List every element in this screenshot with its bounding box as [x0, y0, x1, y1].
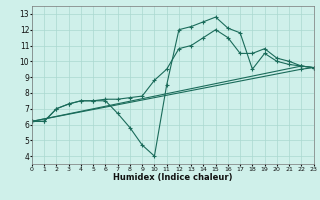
X-axis label: Humidex (Indice chaleur): Humidex (Indice chaleur) — [113, 173, 233, 182]
